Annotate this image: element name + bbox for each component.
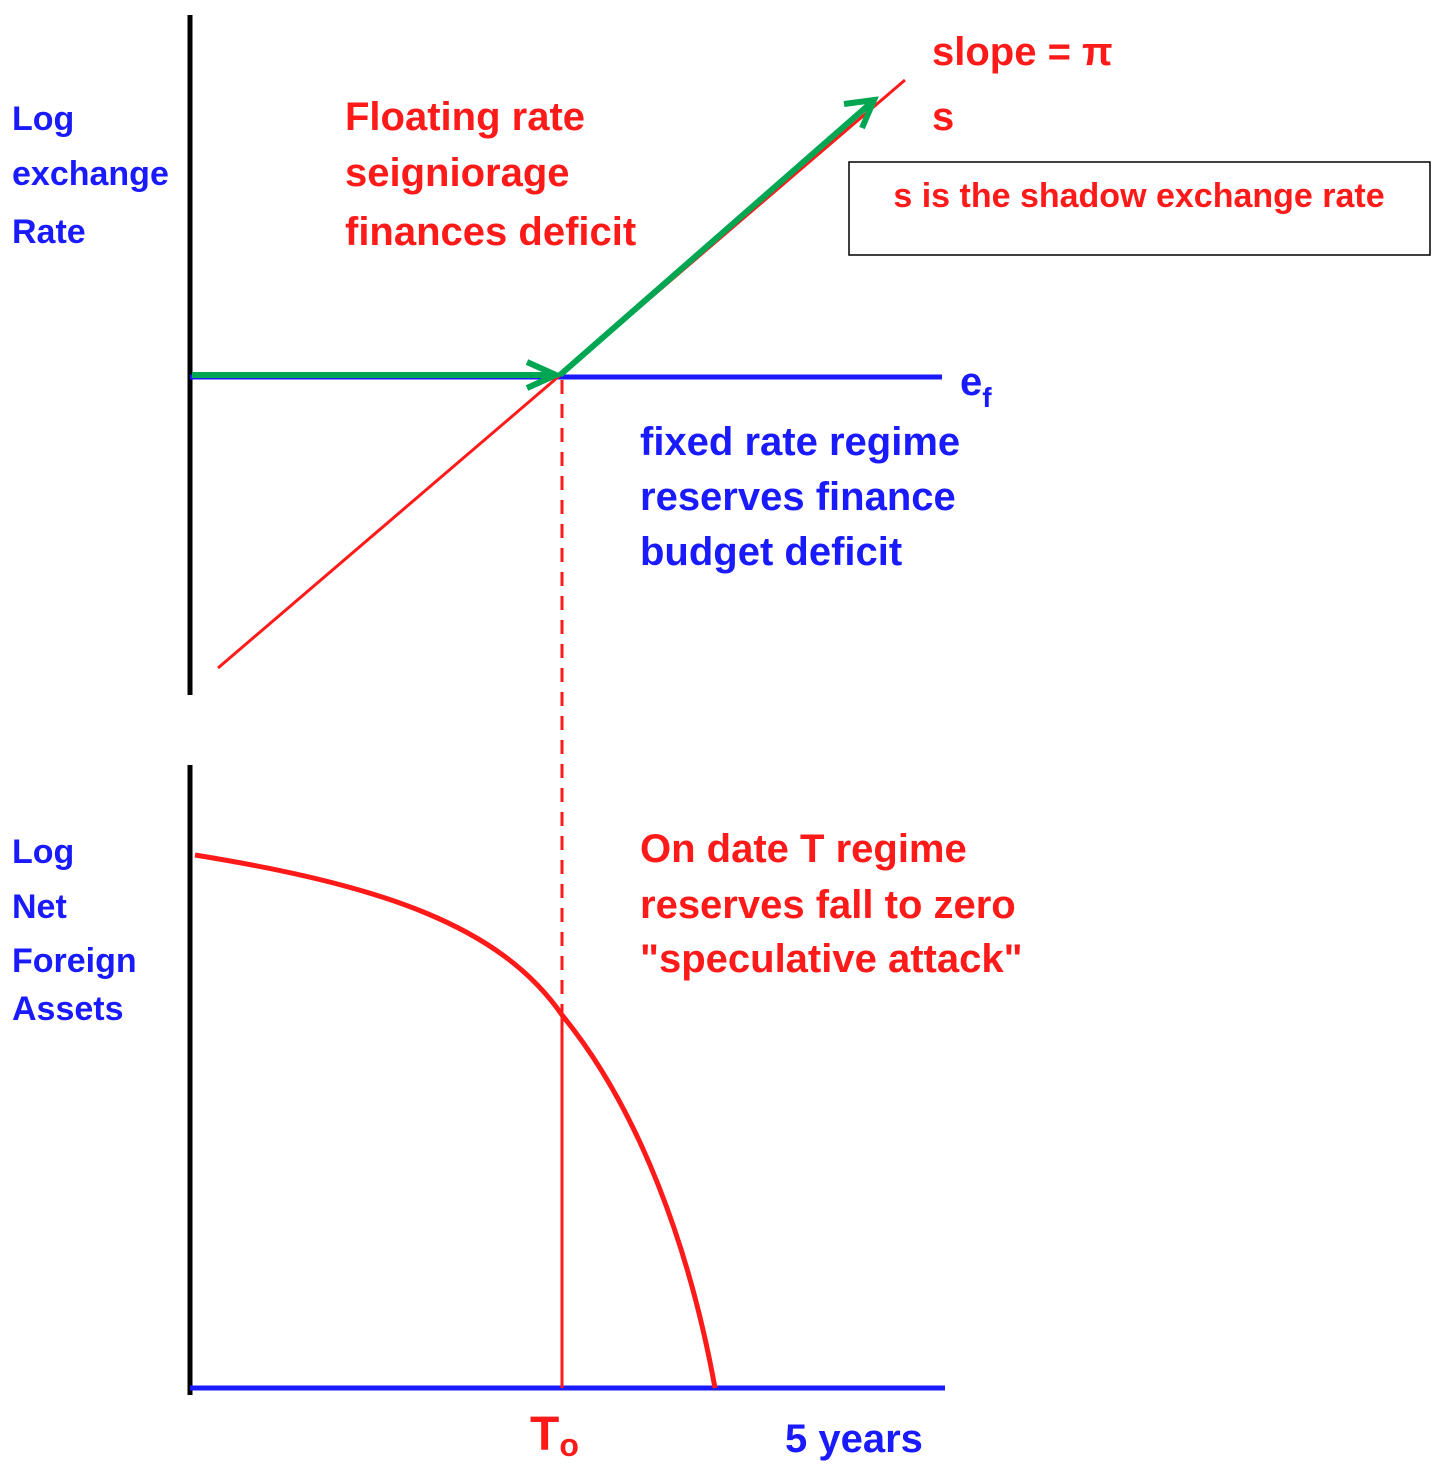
- x-end-label: 5 years: [785, 1417, 923, 1461]
- axis-label: Foreign: [12, 942, 137, 980]
- slope-label: slope = π: [932, 30, 1113, 74]
- fixed-label: ef: [960, 360, 992, 413]
- arrow-float: [558, 99, 874, 378]
- fixed-note: budget deficit: [640, 530, 902, 574]
- fixed-note: reserves finance: [640, 475, 956, 519]
- fixed-label-sub: f: [982, 382, 992, 413]
- t-label-sub: o: [559, 1427, 579, 1463]
- fixed-note: fixed rate regime: [640, 420, 960, 464]
- note-text: s is the shadow exchange rate: [893, 177, 1384, 215]
- axis-label: exchange: [12, 155, 169, 193]
- t-label: To: [530, 1408, 579, 1463]
- attack-note: "speculative attack": [640, 937, 1023, 981]
- reserves-curve: [194, 852, 718, 1389]
- axis-label: Log: [12, 833, 74, 871]
- arrowhead: [525, 359, 564, 391]
- axis-label: Rate: [12, 213, 86, 251]
- attack-note: On date T regime: [640, 827, 967, 871]
- floating-note: seigniorage: [345, 151, 570, 195]
- axis-label: Net: [12, 888, 67, 926]
- note-box: [848, 161, 1431, 256]
- attack-note: reserves fall to zero: [640, 883, 1016, 927]
- axis-label: Log: [12, 100, 74, 138]
- floating-note: Floating rate: [345, 95, 585, 139]
- shadow-label: s: [932, 95, 954, 139]
- t-label-main: T: [530, 1408, 559, 1461]
- arrowhead: [843, 96, 879, 130]
- axis-label: Assets: [12, 990, 124, 1028]
- fixed-label-main: e: [960, 360, 982, 404]
- floating-note: finances deficit: [345, 210, 636, 254]
